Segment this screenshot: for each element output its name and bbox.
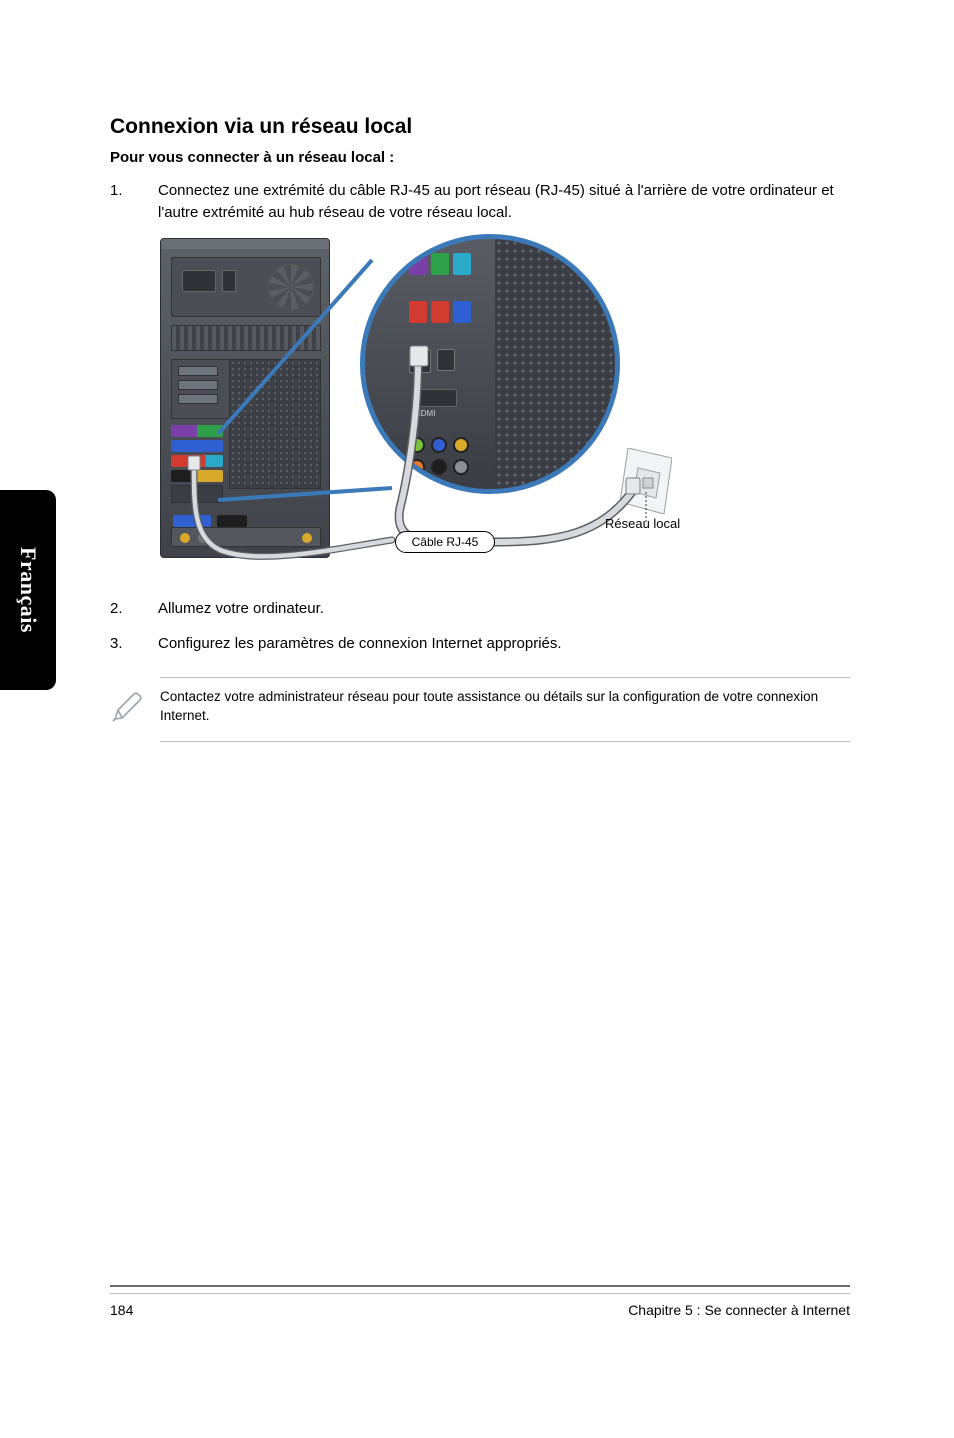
pci-slot	[178, 366, 218, 376]
vga-port-icon	[173, 515, 211, 527]
hdmi-port-icon	[217, 515, 247, 527]
step-3-text: Configurez les paramètres de connexion I…	[158, 633, 850, 655]
usb-port-icon	[431, 301, 449, 323]
psu-panel	[171, 257, 321, 317]
power-switch-icon	[222, 270, 236, 292]
usb-port-icon	[437, 349, 455, 371]
cable-label: Câble RJ-45	[395, 531, 495, 553]
lan-usb-ports	[171, 470, 223, 482]
step-2-text: Allumez votre ordinateur.	[158, 598, 850, 620]
lan-label: Réseau local	[605, 516, 680, 531]
note-row: Contactez votre administrateur réseau po…	[110, 688, 850, 729]
ps2-port-icon	[409, 253, 427, 275]
indicator-dot	[302, 533, 312, 543]
audio-jacks-row	[171, 485, 223, 503]
case-mesh	[229, 359, 321, 489]
step-2: 2. Allumez votre ordinateur.	[110, 598, 850, 620]
ps2-port-icon	[453, 253, 471, 275]
page-number: 184	[110, 1302, 133, 1318]
audio-jack-icon	[431, 459, 447, 475]
content-area: Connexion via un réseau local Pour vous …	[110, 115, 850, 742]
audio-jack-icon	[453, 459, 469, 475]
ps2-port-icon	[431, 253, 449, 275]
zoom-callout: HDMI	[360, 234, 620, 494]
indicator-dot	[198, 533, 208, 543]
note-block: Contactez votre administrateur réseau po…	[110, 677, 850, 742]
pc-tower-rear	[160, 238, 330, 558]
chapter-label: Chapitre 5 : Se connecter à Internet	[628, 1302, 850, 1318]
note-rule-top	[160, 677, 850, 678]
pencil-icon	[110, 688, 160, 729]
audio-jack-icon	[453, 437, 469, 453]
pci-slot	[178, 380, 218, 390]
page: Français Connexion via un réseau local P…	[0, 0, 954, 1438]
bottom-strip	[171, 527, 321, 547]
hdmi-label: HDMI	[415, 409, 435, 418]
language-tab-label: Français	[15, 547, 41, 633]
step-2-num: 2.	[110, 598, 158, 620]
note-rule-bottom	[160, 741, 850, 742]
step-1: 1. Connectez une extrémité du câble RJ-4…	[110, 180, 850, 224]
io-column	[171, 425, 223, 517]
vent-grate	[171, 325, 321, 351]
footer-rule-bottom	[110, 1293, 850, 1294]
pci-slot	[178, 394, 218, 404]
audio-jack-icon	[409, 437, 425, 453]
footer-row: 184 Chapitre 5 : Se connecter à Internet	[110, 1302, 850, 1318]
psu-fan-icon	[268, 264, 314, 310]
connection-figure: HDMI	[160, 238, 720, 568]
step-1-num: 1.	[110, 180, 158, 224]
tower-top-edge	[161, 239, 329, 249]
zoom-io-panel: HDMI	[365, 239, 615, 489]
audio-jack-icon	[431, 437, 447, 453]
indicator-dot	[180, 533, 190, 543]
section-title: Connexion via un réseau local	[110, 115, 850, 139]
power-socket-icon	[182, 270, 216, 292]
page-footer: 184 Chapitre 5 : Se connecter à Internet	[110, 1285, 850, 1318]
note-text: Contactez votre administrateur réseau po…	[160, 688, 850, 726]
language-tab: Français	[0, 490, 56, 690]
ps2-ports	[171, 425, 223, 437]
lan-port-icon	[409, 349, 431, 373]
step-3: 3. Configurez les paramètres de connexio…	[110, 633, 850, 655]
wall-jack-icon	[620, 448, 672, 514]
usb-port-icon	[453, 301, 471, 323]
usb-ports-red	[171, 455, 223, 467]
step-3-num: 3.	[110, 633, 158, 655]
footer-rule-top	[110, 1285, 850, 1287]
section-subhead: Pour vous connecter à un réseau local :	[110, 149, 850, 166]
usb-ports-blue	[171, 440, 223, 452]
step-1-text: Connectez une extrémité du câble RJ-45 a…	[158, 180, 850, 224]
hdmi-port-icon	[413, 389, 457, 407]
usb-port-icon	[409, 301, 427, 323]
audio-jack-icon	[409, 459, 425, 475]
